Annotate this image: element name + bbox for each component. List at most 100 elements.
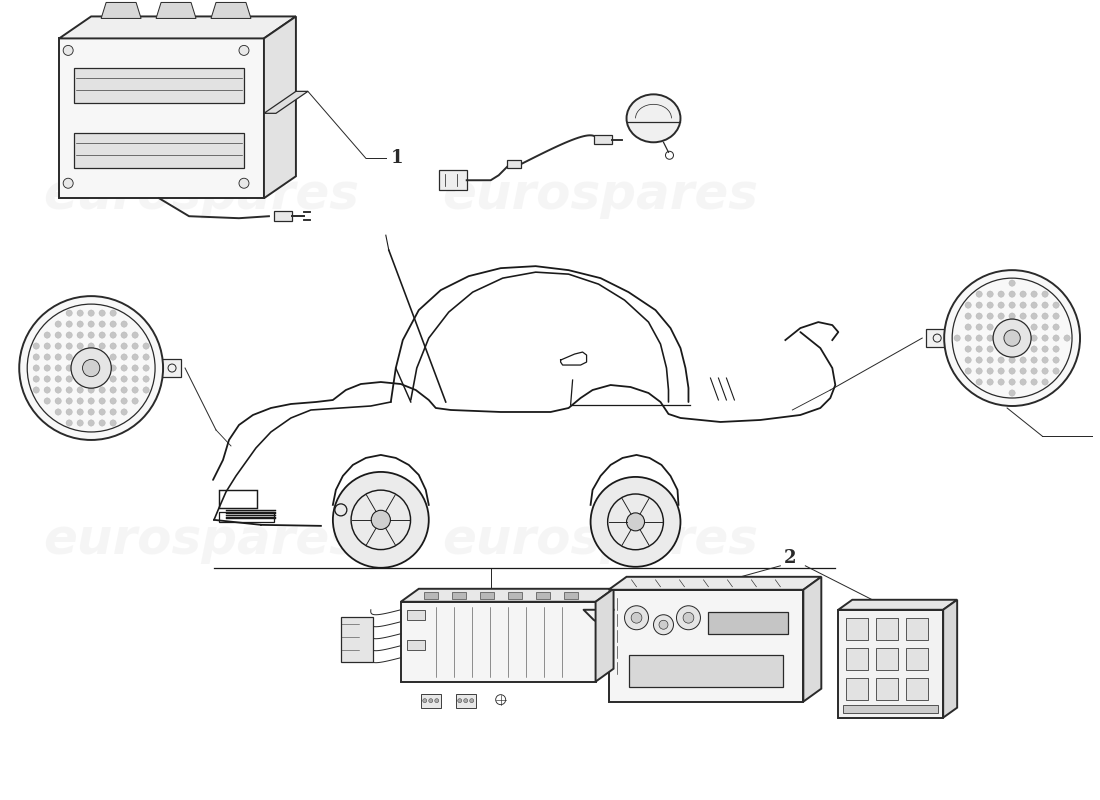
Polygon shape xyxy=(608,577,822,590)
Bar xyxy=(508,592,521,598)
Circle shape xyxy=(944,270,1080,406)
Circle shape xyxy=(77,409,84,415)
Circle shape xyxy=(99,332,106,338)
Circle shape xyxy=(66,343,73,350)
Bar xyxy=(424,592,438,598)
Circle shape xyxy=(1004,330,1021,346)
Bar xyxy=(341,617,373,662)
Bar xyxy=(846,678,868,700)
Circle shape xyxy=(19,296,163,440)
Bar xyxy=(226,512,276,514)
Circle shape xyxy=(33,343,40,350)
Circle shape xyxy=(1020,291,1026,298)
Bar xyxy=(455,694,475,708)
Circle shape xyxy=(1031,346,1037,352)
Polygon shape xyxy=(59,17,296,38)
Circle shape xyxy=(77,376,84,382)
Circle shape xyxy=(987,357,993,363)
Circle shape xyxy=(976,324,982,330)
Circle shape xyxy=(998,302,1004,308)
Circle shape xyxy=(88,332,95,338)
Bar xyxy=(507,160,520,168)
Circle shape xyxy=(1042,291,1048,298)
Circle shape xyxy=(88,376,95,382)
Bar xyxy=(877,618,899,640)
Circle shape xyxy=(44,387,51,394)
Circle shape xyxy=(44,365,51,371)
Circle shape xyxy=(66,321,73,327)
Bar xyxy=(226,518,276,519)
Bar xyxy=(844,705,938,713)
Bar xyxy=(226,515,276,516)
Circle shape xyxy=(987,324,993,330)
Circle shape xyxy=(976,368,982,374)
Circle shape xyxy=(987,368,993,374)
Circle shape xyxy=(965,346,971,352)
Circle shape xyxy=(55,376,62,382)
Circle shape xyxy=(110,376,117,382)
Circle shape xyxy=(88,354,95,360)
Circle shape xyxy=(998,346,1004,352)
Bar xyxy=(274,211,292,222)
Circle shape xyxy=(239,178,249,188)
Circle shape xyxy=(965,368,971,374)
Circle shape xyxy=(987,379,993,386)
Circle shape xyxy=(1020,335,1026,342)
Circle shape xyxy=(998,357,1004,363)
Bar xyxy=(563,592,578,598)
Circle shape xyxy=(965,313,971,319)
Circle shape xyxy=(44,376,51,382)
Circle shape xyxy=(1009,335,1015,342)
Circle shape xyxy=(1009,379,1015,386)
Circle shape xyxy=(1031,313,1037,319)
Circle shape xyxy=(987,346,993,352)
Bar xyxy=(421,694,441,708)
Circle shape xyxy=(1009,291,1015,298)
Circle shape xyxy=(1042,302,1048,308)
Circle shape xyxy=(77,387,84,394)
Circle shape xyxy=(1020,379,1026,386)
Polygon shape xyxy=(838,600,957,610)
Circle shape xyxy=(66,387,73,394)
Circle shape xyxy=(44,332,51,338)
Polygon shape xyxy=(211,2,251,18)
Circle shape xyxy=(77,310,84,316)
Circle shape xyxy=(55,343,62,350)
Circle shape xyxy=(99,376,106,382)
Circle shape xyxy=(55,398,62,404)
Circle shape xyxy=(88,387,95,394)
Circle shape xyxy=(1031,368,1037,374)
Circle shape xyxy=(110,354,117,360)
Circle shape xyxy=(143,343,150,350)
Circle shape xyxy=(66,354,73,360)
Circle shape xyxy=(976,379,982,386)
Circle shape xyxy=(143,365,150,371)
Circle shape xyxy=(998,379,1004,386)
Circle shape xyxy=(434,698,439,702)
Circle shape xyxy=(132,365,139,371)
Circle shape xyxy=(676,606,701,630)
Circle shape xyxy=(1009,324,1015,330)
Polygon shape xyxy=(264,17,296,198)
Circle shape xyxy=(77,420,84,426)
Circle shape xyxy=(121,343,128,350)
Circle shape xyxy=(1020,324,1026,330)
Circle shape xyxy=(33,365,40,371)
Circle shape xyxy=(110,343,117,350)
Polygon shape xyxy=(943,600,957,718)
Circle shape xyxy=(132,343,139,350)
Circle shape xyxy=(121,365,128,371)
Circle shape xyxy=(33,354,40,360)
Text: 2: 2 xyxy=(784,549,796,567)
Bar xyxy=(906,678,928,700)
Circle shape xyxy=(77,398,84,404)
Circle shape xyxy=(121,376,128,382)
Bar xyxy=(906,618,928,640)
Circle shape xyxy=(66,409,73,415)
Bar xyxy=(846,648,868,670)
Circle shape xyxy=(88,343,95,350)
Circle shape xyxy=(99,310,106,316)
Bar xyxy=(400,602,595,682)
Circle shape xyxy=(110,387,117,394)
Circle shape xyxy=(66,365,73,371)
